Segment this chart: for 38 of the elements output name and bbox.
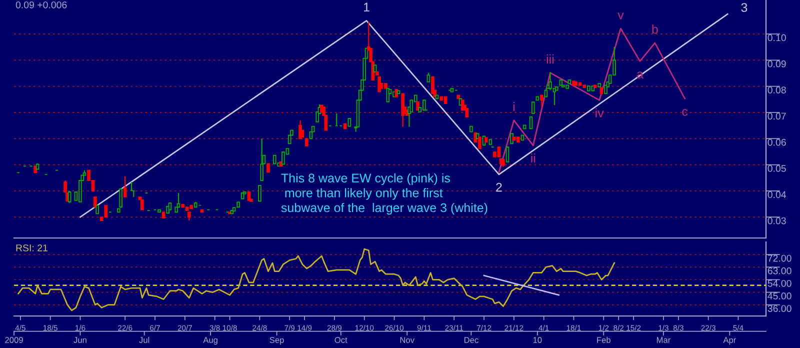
y-tick-label: 0.03 — [768, 217, 786, 224]
x2-tick-label: 2009 — [5, 337, 23, 343]
annotation: b — [652, 24, 658, 34]
annotation: This 8 wave EW cycle (pink) is more than likely only the first subwave of the larger wave 3 (white) — [281, 173, 488, 215]
x2-tick-label: Feb — [597, 336, 610, 343]
y-tick-label: 0.05 — [768, 165, 786, 172]
annotation: 3 — [741, 3, 748, 12]
x2-tick-label: Dec — [464, 337, 478, 343]
annotation: i — [513, 102, 514, 112]
annotation: v — [618, 12, 624, 20]
y-tick-label: 0.10 — [768, 34, 786, 42]
y-tick-label: 63.00 — [768, 267, 792, 274]
y-tick-label: 0.08 — [768, 86, 786, 94]
x2-tick-label: Aug — [203, 337, 218, 345]
annotation: 2 — [496, 182, 502, 192]
chart-title: 0.09 +0.006 — [16, 1, 67, 8]
y-tick-label: 0.06 — [768, 138, 786, 146]
annotation: iv — [596, 108, 604, 118]
x2-tick-label: Oct — [334, 337, 348, 343]
y-tick-label: 54.00 — [768, 280, 792, 287]
x2-tick-label: Jun — [74, 337, 86, 343]
x2-tick-label: Sep — [270, 337, 284, 345]
chart-title: RSI: 21 — [16, 244, 48, 252]
annotation: iii — [546, 54, 554, 64]
y-tick-label: 0.04 — [768, 191, 786, 198]
y-tick-label: 0.07 — [768, 112, 786, 120]
x2-tick-label: Mar — [656, 337, 670, 343]
y-tick-label: 72.00 — [768, 254, 792, 262]
y-tick-label: 36.00 — [768, 305, 792, 312]
y-tick-label: 0.09 — [768, 60, 786, 68]
y-tick-label: 45.00 — [768, 292, 792, 300]
annotation: c — [682, 108, 688, 116]
x2-tick-label: Nov — [400, 337, 414, 343]
annotation: ii — [531, 153, 536, 163]
annotation: 1 — [364, 2, 370, 12]
x2-tick-label: Jul — [139, 336, 150, 343]
x2-tick-label: 10 — [533, 337, 542, 343]
x2-tick-label: Apr — [723, 337, 736, 345]
